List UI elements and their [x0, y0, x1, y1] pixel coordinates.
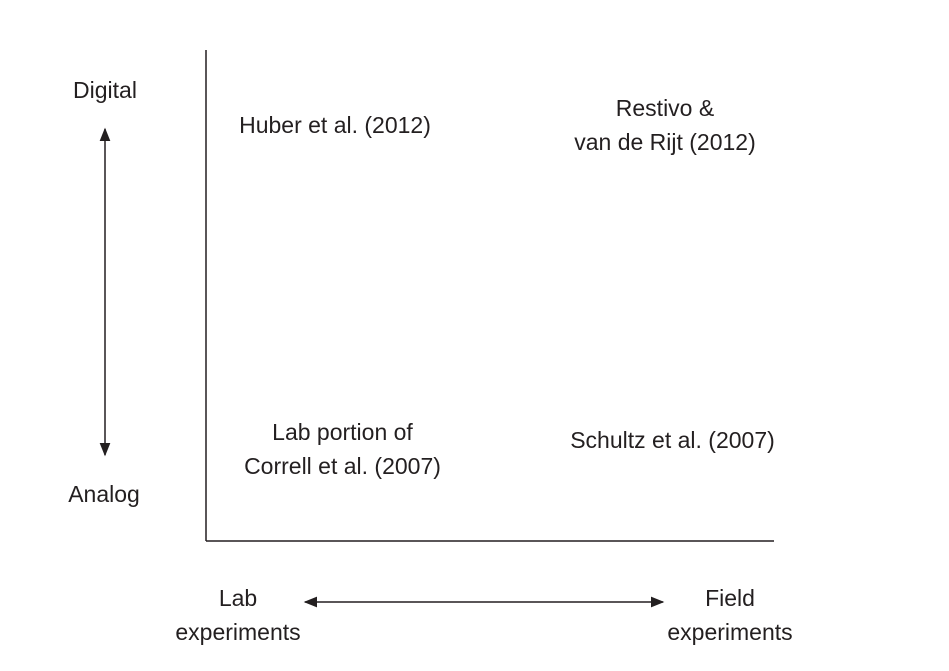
- quadrant-top-right: Restivo & van de Rijt (2012): [540, 91, 790, 159]
- quadrant-bottom-left-line-2: Correll et al. (2007): [244, 453, 441, 479]
- quadrant-bottom-left-line-1: Lab portion of: [272, 419, 413, 445]
- x-axis-right-label-line-2: experiments: [667, 619, 793, 645]
- y-axis-top-label: Digital: [73, 77, 137, 103]
- x-axis-left-label-line-1: Lab: [218, 585, 258, 611]
- quadrant-bottom-right-line-1: Schultz et al. (2007): [570, 427, 775, 453]
- quadrant-top-left: Huber et al. (2012): [215, 108, 455, 142]
- x-axis-left-label-line-2: experiments: [175, 619, 301, 645]
- x-axis-right-label-line-1: Field: [705, 585, 755, 611]
- x-axis-right-label: Field experiments: [640, 581, 820, 649]
- x-axis-left-label: Lab experiments: [148, 581, 328, 649]
- quadrant-top-left-line-1: Huber et al. (2012): [239, 112, 431, 138]
- quadrant-bottom-right: Schultz et al. (2007): [545, 423, 800, 457]
- quadrant-top-right-line-2: van de Rijt (2012): [574, 129, 756, 155]
- quadrant-bottom-left: Lab portion of Correll et al. (2007): [220, 415, 465, 483]
- y-axis-bottom-label: Analog: [68, 481, 140, 507]
- quadrant-top-right-line-1: Restivo &: [615, 95, 715, 121]
